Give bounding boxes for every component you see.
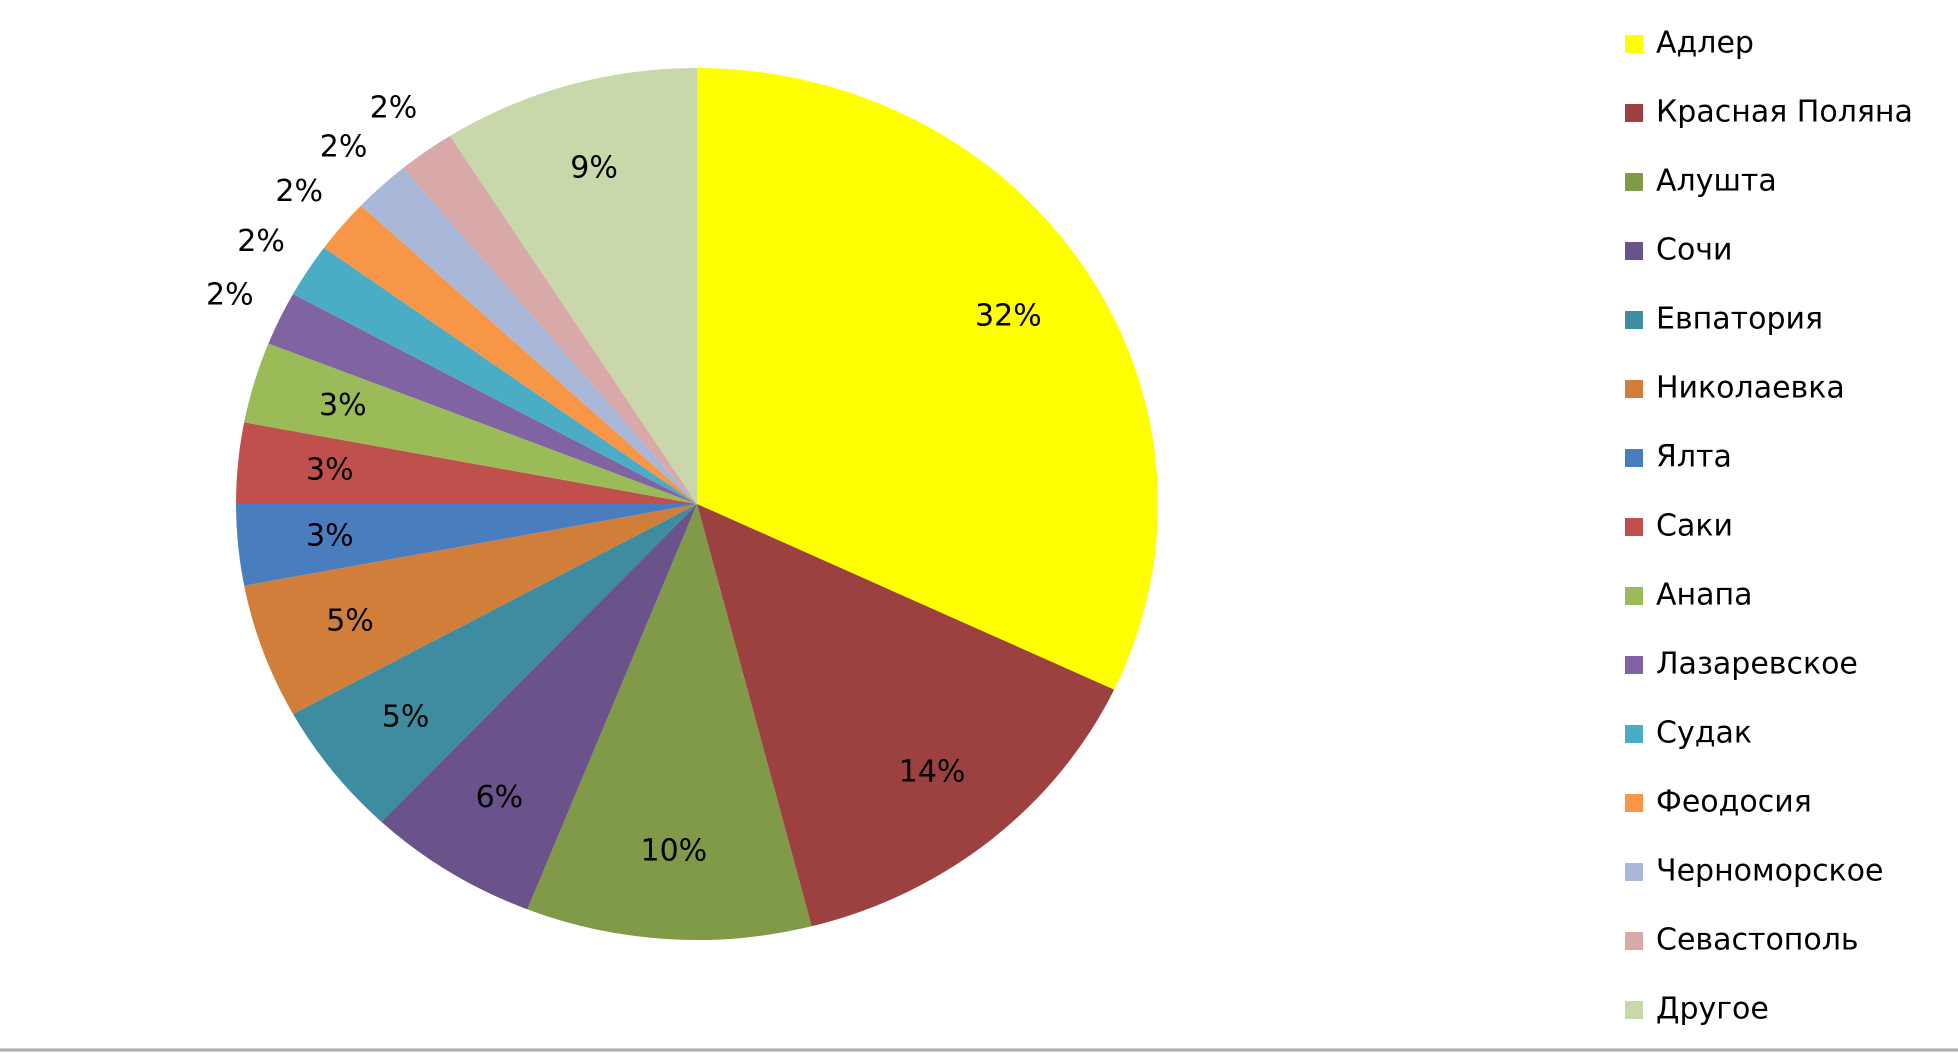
pie-slice: [293, 504, 697, 822]
legend-label: Черноморское: [1656, 854, 1884, 889]
pie-slice: [268, 293, 697, 504]
pie-slice: [236, 422, 697, 504]
legend-label: Другое: [1656, 992, 1769, 1027]
legend-swatch: [1625, 449, 1643, 467]
pie-slice: [236, 504, 697, 586]
legend-label: Красная Поляна: [1656, 95, 1913, 130]
pie-slice: [324, 205, 697, 504]
pie-slice: [381, 504, 697, 910]
legend-label: Николаевка: [1656, 371, 1845, 406]
pie-slice: [244, 343, 697, 504]
legend-label: Сочи: [1656, 233, 1733, 268]
data-label: 10%: [640, 834, 707, 869]
legend-label: Севастополь: [1656, 923, 1859, 958]
legend-swatch: [1625, 104, 1643, 122]
data-label: 9%: [570, 151, 618, 186]
data-label: 32%: [975, 299, 1042, 334]
legend-label: Адлер: [1656, 26, 1754, 61]
legend-swatch: [1625, 725, 1643, 743]
legend-label: Саки: [1656, 509, 1733, 544]
data-label: 2%: [275, 174, 323, 209]
data-label: 14%: [899, 754, 966, 789]
legend-label: Алушта: [1656, 164, 1777, 199]
pie-slice: [449, 68, 697, 504]
legend-label: Лазаревское: [1656, 647, 1858, 682]
data-label: 2%: [206, 278, 254, 313]
pie-slice: [697, 68, 1158, 690]
data-label: 5%: [382, 699, 430, 734]
legend-swatch: [1625, 932, 1643, 950]
legend-swatch: [1625, 656, 1643, 674]
data-label: 2%: [320, 130, 368, 165]
legend-swatch: [1625, 311, 1643, 329]
data-label: 3%: [319, 388, 367, 423]
legend-swatch: [1625, 380, 1643, 398]
legend-label: Судак: [1656, 716, 1752, 751]
pie-slice: [293, 247, 697, 504]
pie-slice: [527, 504, 812, 940]
legend-label: Ялта: [1656, 440, 1732, 475]
legend-swatch: [1625, 794, 1643, 812]
legend-label: Евпатория: [1656, 302, 1823, 337]
legend-swatch: [1625, 518, 1643, 536]
pie-slice: [403, 135, 697, 504]
data-label: 6%: [476, 780, 524, 815]
data-label: 5%: [326, 604, 374, 639]
legend-swatch: [1625, 587, 1643, 605]
pie-slice: [697, 504, 1115, 927]
legend-swatch: [1625, 1001, 1643, 1019]
legend-label: Анапа: [1656, 578, 1753, 613]
legend-label: Феодосия: [1656, 785, 1812, 820]
data-label: 2%: [237, 224, 285, 259]
pie-slice: [360, 168, 697, 505]
pie-slice: [244, 504, 697, 715]
legend-swatch: [1625, 242, 1643, 260]
data-label: 3%: [306, 518, 354, 553]
legend-swatch: [1625, 863, 1643, 881]
data-label: 3%: [306, 453, 354, 488]
data-label: 2%: [370, 90, 418, 125]
legend-swatch: [1625, 173, 1643, 191]
legend-swatch: [1625, 35, 1643, 53]
